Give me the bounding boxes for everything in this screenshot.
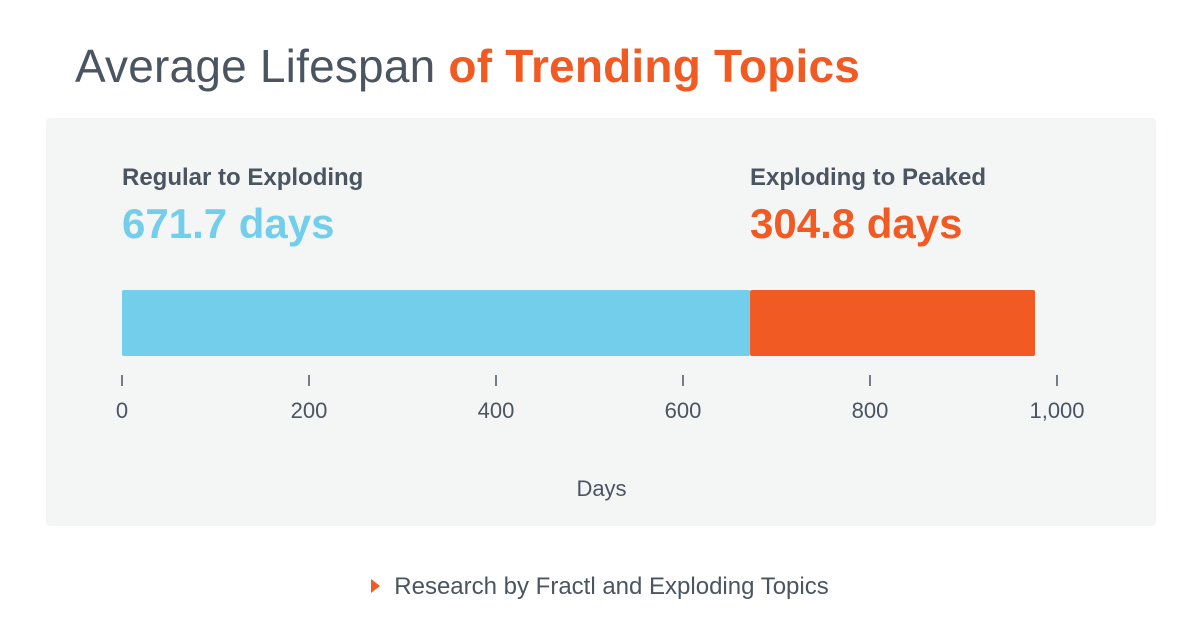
x-tick-label-3: 600 (665, 398, 702, 423)
triangle-right-icon (371, 579, 381, 593)
title-part-2: of Trending Topics (448, 40, 861, 92)
x-tick-label-0: 0 (116, 398, 128, 423)
page-title: Average Lifespan of Trending Topics (75, 38, 860, 94)
segment-2-label: Exploding to Peaked (750, 164, 987, 191)
bar-segment-1 (122, 290, 751, 356)
segment-2-value: 304.8 days (750, 200, 963, 247)
x-tick-label-1: 200 (291, 398, 328, 423)
bar-segment-2 (750, 290, 1036, 356)
x-tick-label-4: 800 (852, 398, 889, 423)
source-note: Research by Fractl and Exploding Topics (0, 572, 1200, 602)
x-tick-label-2: 400 (478, 398, 515, 423)
title-part-1: Average Lifespan (75, 40, 436, 92)
source-text: Research by Fractl and Exploding Topics (394, 573, 829, 600)
x-tick-label-5: 1,000 (1029, 398, 1084, 423)
segment-1-value: 671.7 days (122, 200, 335, 247)
segment-1-label: Regular to Exploding (122, 164, 364, 191)
x-axis-label: Days (576, 476, 626, 501)
